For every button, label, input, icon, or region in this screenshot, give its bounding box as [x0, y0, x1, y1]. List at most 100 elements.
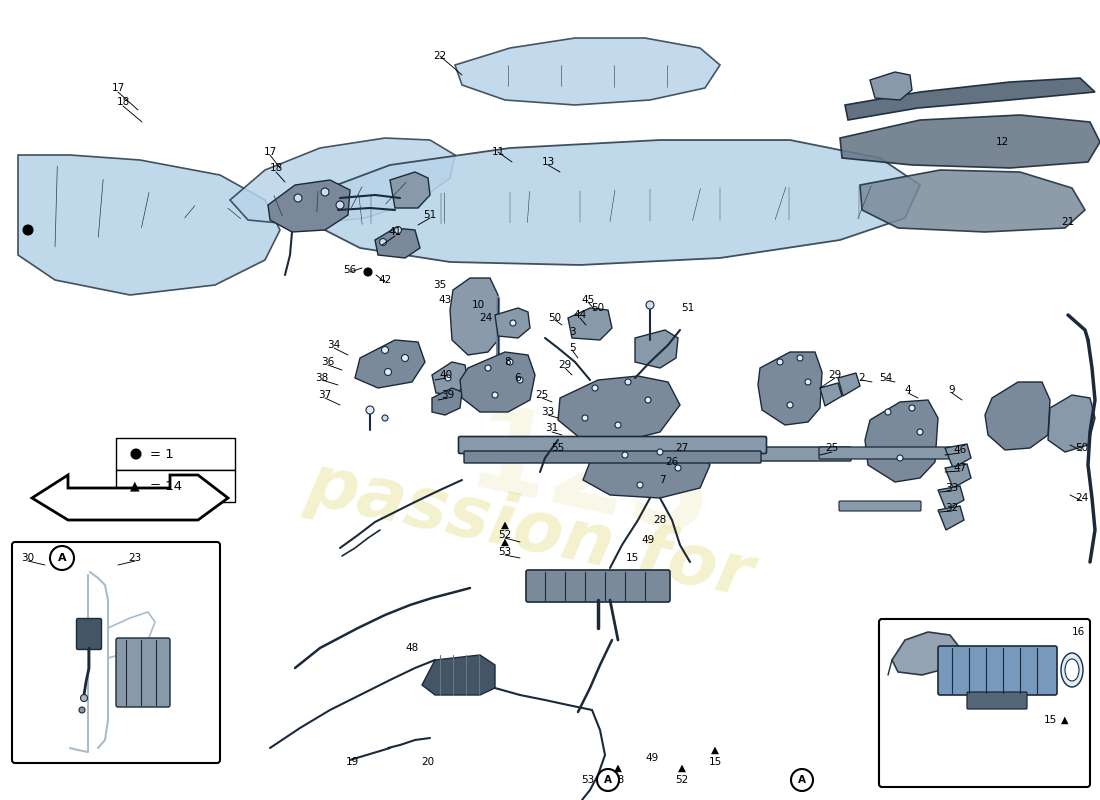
Text: 19: 19 [345, 757, 359, 767]
Text: 7: 7 [659, 475, 666, 485]
Text: ▲: ▲ [130, 479, 140, 493]
FancyBboxPatch shape [464, 451, 761, 463]
Polygon shape [422, 655, 495, 695]
Circle shape [492, 392, 498, 398]
Polygon shape [310, 140, 920, 265]
Text: 35: 35 [433, 280, 447, 290]
Circle shape [382, 346, 388, 354]
Polygon shape [840, 115, 1100, 168]
Text: 34: 34 [328, 340, 341, 350]
Text: 16: 16 [1071, 627, 1085, 637]
Text: 15: 15 [1044, 715, 1057, 725]
Circle shape [336, 201, 344, 209]
Circle shape [507, 359, 513, 365]
Text: 26: 26 [666, 457, 679, 467]
Text: ▲: ▲ [678, 763, 686, 773]
Circle shape [621, 452, 628, 458]
Circle shape [510, 320, 516, 326]
Text: ▲: ▲ [1062, 715, 1069, 725]
Text: 37: 37 [318, 390, 331, 400]
Text: 20: 20 [421, 757, 434, 767]
Polygon shape [838, 373, 860, 396]
Text: 5: 5 [569, 343, 575, 353]
FancyBboxPatch shape [116, 438, 235, 470]
Text: 18: 18 [117, 97, 130, 107]
Ellipse shape [1062, 653, 1084, 687]
Polygon shape [938, 506, 964, 530]
Text: 17: 17 [263, 147, 276, 157]
Circle shape [805, 379, 811, 385]
Text: 53: 53 [582, 775, 595, 785]
Text: 50: 50 [1076, 443, 1089, 453]
Polygon shape [390, 172, 430, 208]
Circle shape [675, 465, 681, 471]
Text: 29: 29 [559, 360, 572, 370]
Text: 33: 33 [541, 407, 554, 417]
Text: A: A [798, 775, 806, 785]
Text: 51: 51 [681, 303, 694, 313]
Text: 49: 49 [646, 753, 659, 763]
Circle shape [395, 226, 402, 234]
Text: 56: 56 [343, 265, 356, 275]
Circle shape [485, 365, 491, 371]
Text: 53: 53 [498, 547, 512, 557]
Text: A: A [604, 775, 612, 785]
Text: 52: 52 [498, 530, 512, 540]
Polygon shape [583, 445, 710, 498]
Text: 32: 32 [945, 503, 958, 513]
Text: = 1: = 1 [150, 447, 174, 461]
Text: 18: 18 [270, 163, 283, 173]
Circle shape [23, 225, 33, 235]
Text: ▲: ▲ [614, 763, 622, 773]
Text: 40: 40 [439, 370, 452, 380]
Polygon shape [32, 475, 228, 520]
Circle shape [786, 402, 793, 408]
Circle shape [582, 415, 588, 421]
Text: 51: 51 [424, 210, 437, 220]
Text: 41: 41 [388, 227, 401, 237]
Polygon shape [460, 352, 535, 412]
Circle shape [637, 482, 644, 488]
Circle shape [886, 409, 891, 415]
Text: 25: 25 [825, 443, 838, 453]
Text: 24: 24 [480, 313, 493, 323]
Polygon shape [558, 376, 680, 442]
Circle shape [791, 769, 813, 791]
Polygon shape [268, 180, 350, 232]
FancyBboxPatch shape [116, 470, 235, 502]
FancyBboxPatch shape [820, 447, 952, 459]
Text: 31: 31 [546, 423, 559, 433]
Text: 27: 27 [675, 443, 689, 453]
Circle shape [909, 405, 915, 411]
Circle shape [294, 194, 302, 202]
Text: 44: 44 [573, 310, 586, 320]
FancyBboxPatch shape [689, 447, 851, 461]
Polygon shape [945, 464, 971, 488]
Polygon shape [18, 155, 280, 295]
Polygon shape [455, 38, 720, 105]
Text: 47: 47 [954, 463, 967, 473]
Circle shape [366, 406, 374, 414]
Text: 125: 125 [458, 398, 723, 562]
Text: 29: 29 [828, 370, 842, 380]
Polygon shape [432, 388, 462, 415]
Polygon shape [1048, 395, 1094, 452]
Circle shape [896, 455, 903, 461]
FancyBboxPatch shape [459, 437, 767, 454]
FancyBboxPatch shape [77, 618, 101, 650]
Polygon shape [865, 400, 938, 482]
Circle shape [777, 359, 783, 365]
Circle shape [131, 449, 141, 459]
Text: passion for: passion for [300, 449, 759, 611]
Text: 30: 30 [21, 553, 34, 563]
FancyBboxPatch shape [938, 646, 1057, 695]
Circle shape [517, 377, 522, 383]
Circle shape [657, 449, 663, 455]
Circle shape [379, 238, 386, 246]
Polygon shape [432, 362, 468, 395]
Circle shape [402, 354, 408, 362]
Text: ▲: ▲ [711, 745, 719, 755]
Polygon shape [892, 632, 960, 675]
Polygon shape [568, 308, 612, 340]
Text: 25: 25 [536, 390, 549, 400]
